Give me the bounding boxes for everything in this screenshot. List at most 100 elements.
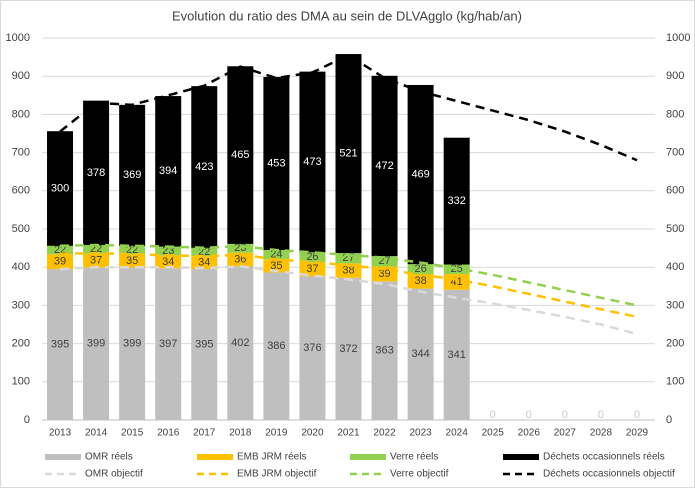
- data-label: 0: [634, 409, 640, 421]
- data-label: 23: [234, 242, 246, 254]
- data-label: 22: [198, 246, 210, 258]
- bar: [83, 253, 110, 268]
- y2-tick-label: 0: [666, 414, 672, 426]
- data-label: 369: [123, 169, 141, 181]
- y-tick-label: 0: [24, 414, 30, 426]
- y2-tick-label: 600: [666, 185, 684, 197]
- data-label: 363: [375, 345, 393, 357]
- data-label: 39: [378, 268, 390, 280]
- data-label: 402: [231, 337, 249, 349]
- x-tick-label: 2022: [373, 428, 396, 439]
- data-label: 378: [87, 167, 105, 179]
- data-label: 465: [231, 149, 249, 161]
- x-tick-label: 2029: [626, 428, 649, 439]
- bar: [407, 264, 434, 275]
- bar: [227, 66, 254, 244]
- bar: [227, 266, 254, 420]
- x-tick-label: 2021: [337, 428, 360, 439]
- y2-tick-label: 200: [666, 338, 684, 350]
- y-tick-label: 700: [12, 147, 30, 159]
- legend-swatch: [503, 454, 539, 460]
- legend-label: Déchets occasionnels objectif: [543, 469, 675, 480]
- x-tick-label: 2024: [446, 428, 469, 439]
- bar: [47, 245, 74, 255]
- y2-tick-label: 300: [666, 299, 684, 311]
- x-tick-label: 2025: [482, 428, 505, 439]
- bar: [47, 254, 74, 270]
- data-label: 26: [306, 251, 318, 263]
- bar: [299, 262, 326, 277]
- y-tick-label: 900: [12, 70, 30, 82]
- data-label: 38: [414, 275, 426, 287]
- objective-line: [60, 251, 638, 319]
- y-tick-label: 400: [12, 261, 30, 273]
- bar: [119, 104, 146, 246]
- bar: [407, 84, 434, 265]
- legend-label: EMB JRM réels: [237, 452, 306, 463]
- bar: [83, 267, 110, 420]
- data-label: 399: [87, 338, 105, 350]
- data-label: 0: [526, 409, 532, 421]
- bar: [83, 245, 110, 254]
- x-tick-label: 2014: [85, 428, 108, 439]
- legend-label: OMR objectif: [85, 469, 143, 480]
- x-tick-label: 2026: [518, 428, 541, 439]
- data-label: 35: [126, 255, 138, 267]
- bar: [119, 245, 146, 255]
- bar: [407, 288, 434, 420]
- y2-tick-label: 800: [666, 108, 684, 120]
- legend-label: OMR réels: [85, 452, 133, 463]
- bar: [83, 100, 110, 246]
- data-label: 37: [90, 254, 102, 266]
- data-label: 386: [267, 340, 285, 352]
- y-tick-label: 1000: [6, 32, 30, 44]
- data-label: 394: [159, 165, 177, 177]
- data-label: 0: [562, 409, 568, 421]
- x-tick-label: 2016: [157, 428, 180, 439]
- objective-line: [59, 265, 638, 336]
- legend-swatch: [197, 454, 233, 460]
- bar: [443, 289, 470, 420]
- data-label: 395: [51, 338, 69, 350]
- bar: [335, 263, 362, 278]
- bar: [443, 137, 470, 265]
- data-label: 344: [411, 348, 429, 360]
- y-tick-label: 500: [12, 223, 30, 235]
- bar: [263, 76, 290, 251]
- bar: [227, 243, 254, 253]
- x-tick-label: 2020: [301, 428, 324, 439]
- y-tick-label: 100: [12, 376, 30, 388]
- x-tick-label: 2015: [121, 428, 144, 439]
- y2-tick-label: 900: [666, 70, 684, 82]
- bar: [47, 269, 74, 420]
- y2-tick-label: 500: [666, 223, 684, 235]
- data-label: 34: [162, 256, 174, 268]
- legend-label: Déchets occasionnels réels: [543, 452, 665, 463]
- legend-swatch: [350, 454, 386, 460]
- bar: [335, 277, 362, 420]
- bar: [335, 253, 362, 264]
- y-tick-label: 200: [12, 338, 30, 350]
- legend-swatch: [45, 454, 81, 460]
- data-label: 397: [159, 338, 177, 350]
- data-label: 0: [598, 409, 604, 421]
- x-tick-label: 2013: [49, 428, 72, 439]
- data-label: 472: [375, 160, 393, 172]
- bar: [299, 252, 326, 263]
- data-label: 300: [51, 182, 69, 194]
- objective-line: [60, 243, 638, 307]
- bar: [155, 268, 182, 420]
- y-tick-label: 800: [12, 108, 30, 120]
- bar: [299, 276, 326, 420]
- x-tick-label: 2023: [409, 428, 432, 439]
- bar: [371, 256, 398, 267]
- data-label: 521: [339, 147, 357, 159]
- data-label: 37: [306, 263, 318, 275]
- legend-label: EMB JRM objectif: [237, 469, 317, 480]
- data-label: 0: [490, 409, 496, 421]
- legend-label: Verre objectif: [390, 469, 449, 480]
- bar: [191, 86, 218, 248]
- data-label: 34: [198, 257, 210, 269]
- y2-tick-label: 400: [666, 261, 684, 273]
- data-label: 341: [447, 349, 465, 361]
